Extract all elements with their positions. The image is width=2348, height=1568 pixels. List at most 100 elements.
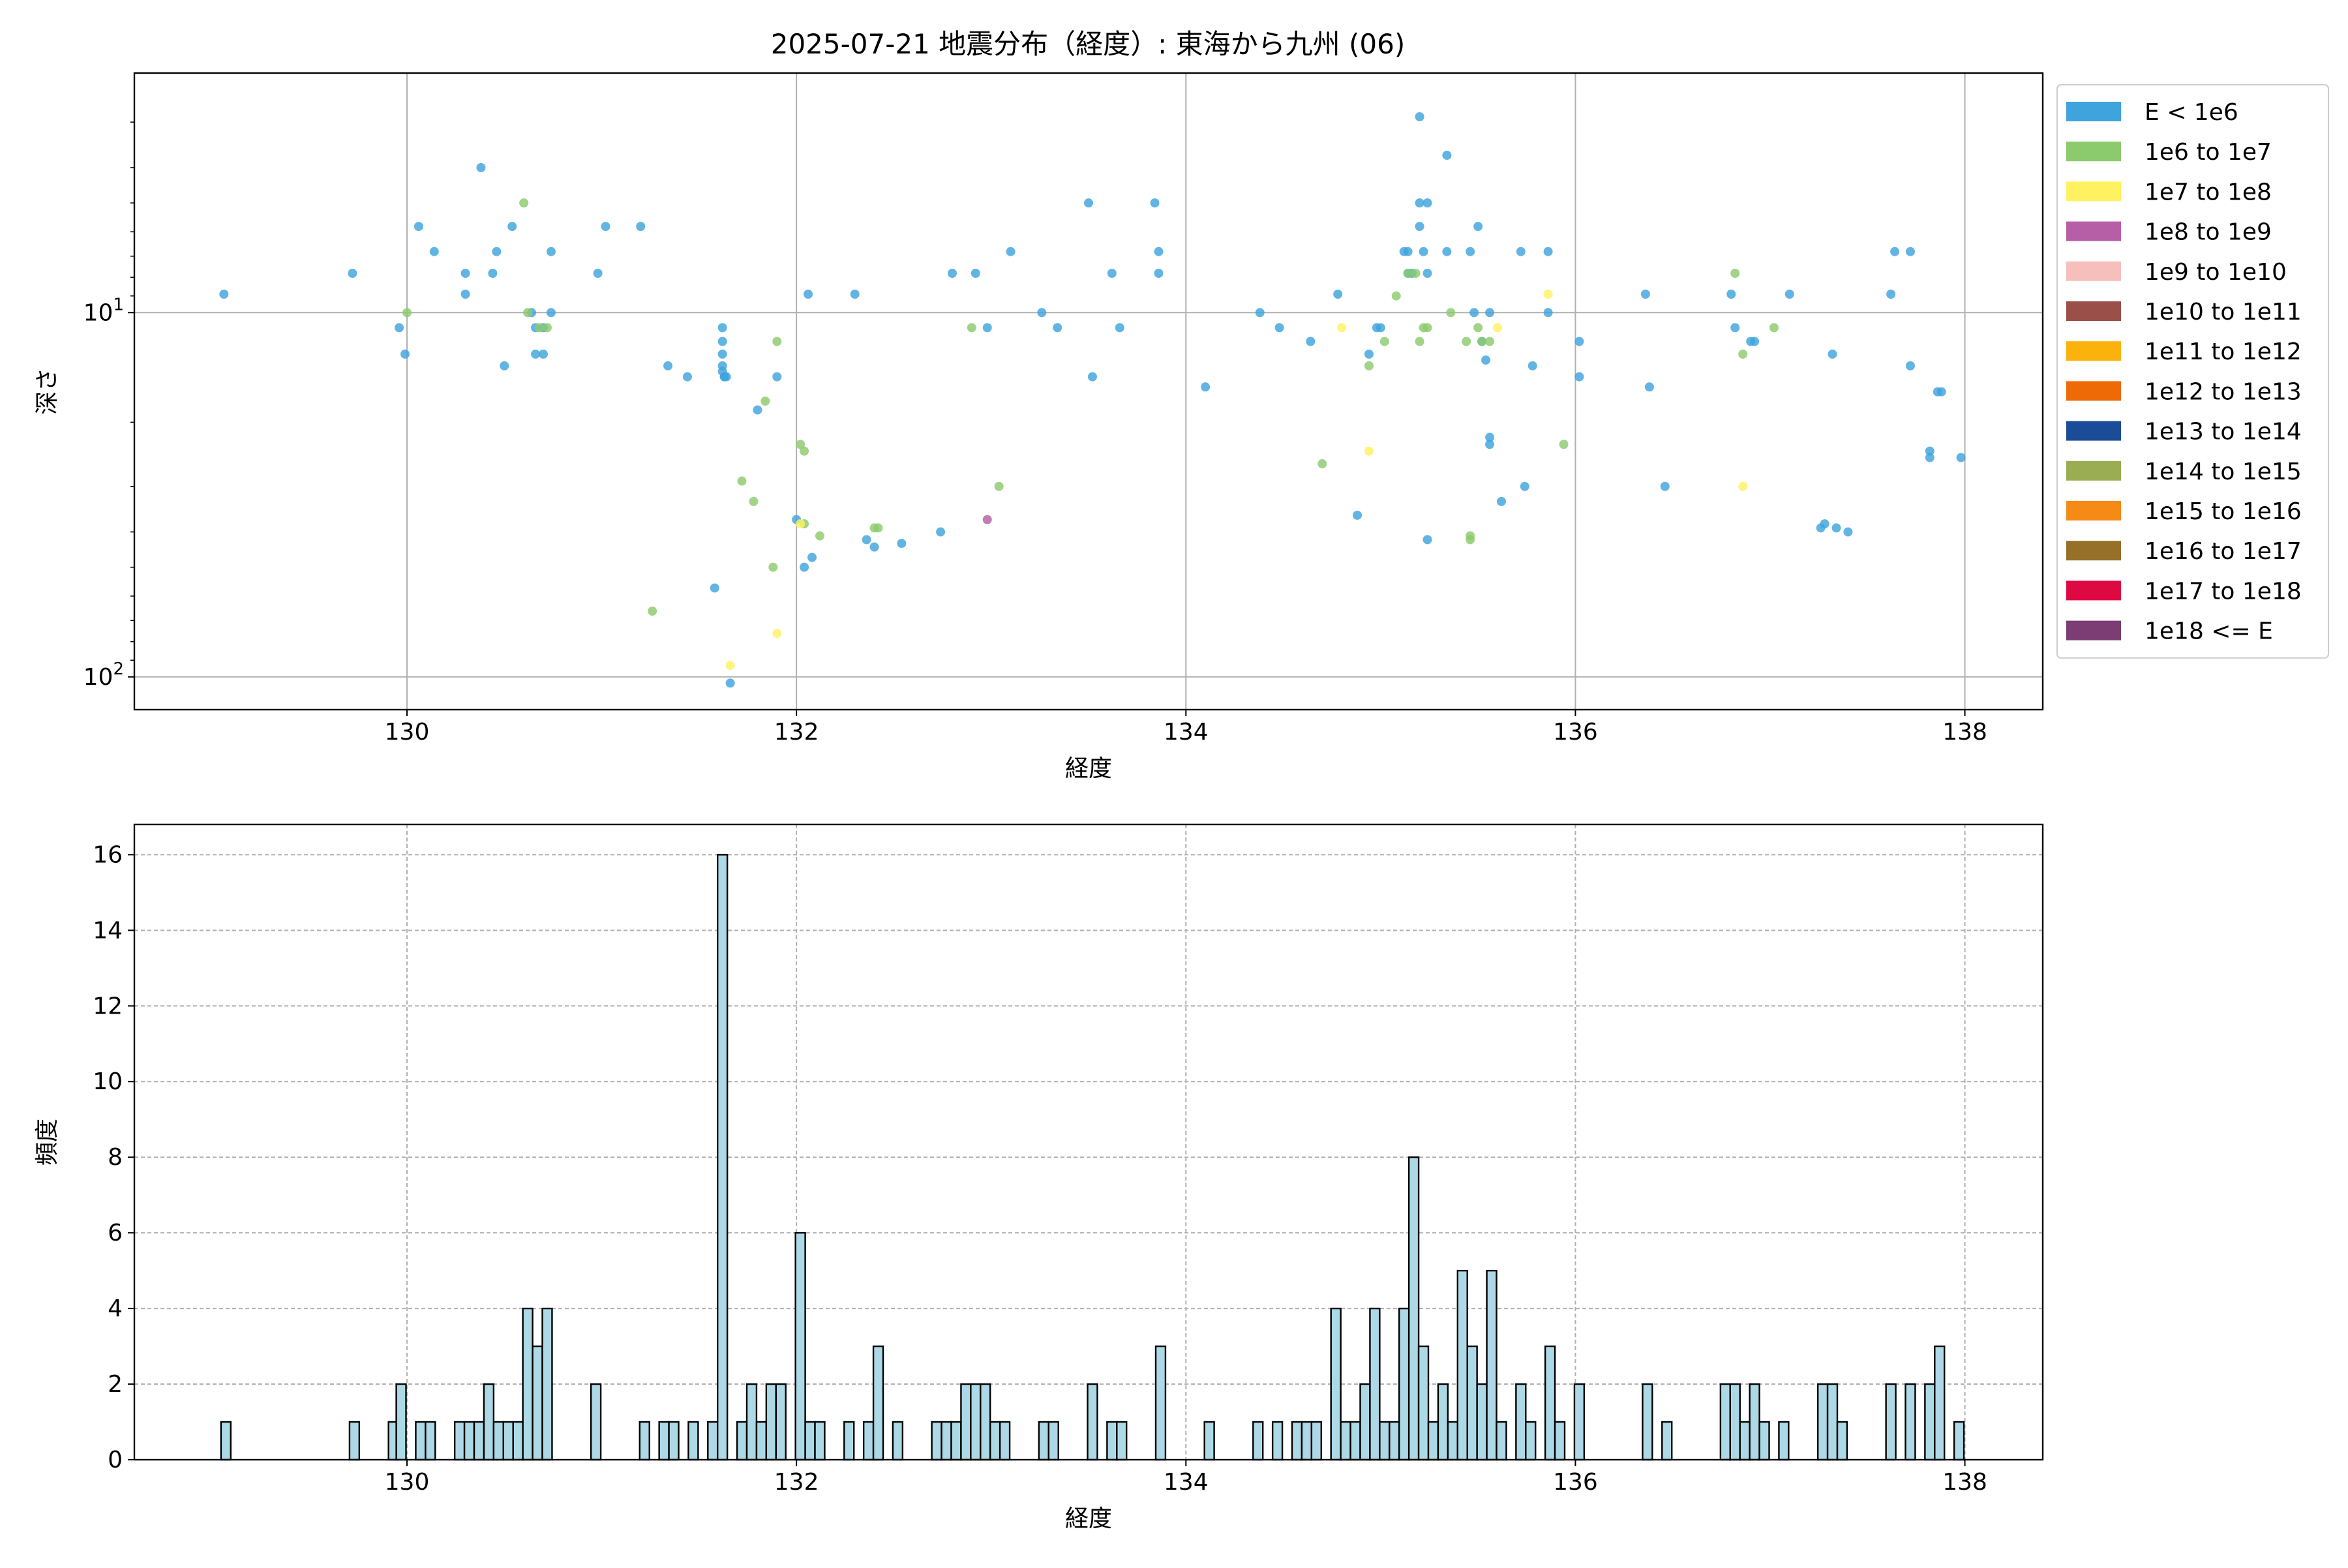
scatter-point [1574, 372, 1584, 382]
histogram-bars [220, 854, 1965, 1461]
scatter-point [753, 405, 762, 415]
scatter-grid [134, 73, 2043, 710]
scatter-point [648, 606, 657, 616]
scatter-point [1154, 247, 1164, 256]
histogram-bar [687, 1421, 699, 1461]
legend-label: 1e12 to 1e13 [2145, 378, 2302, 405]
histogram-bar [1778, 1421, 1790, 1461]
histogram-bar [1816, 1383, 1829, 1461]
scatter-point [815, 531, 824, 541]
histogram-bar [755, 1421, 768, 1461]
legend-swatch [2066, 341, 2121, 361]
histogram-y-tick-label: 10 [93, 1068, 123, 1095]
scatter-point [429, 247, 439, 256]
scatter-point [1925, 446, 1934, 456]
legend-label: E < 1e6 [2145, 99, 2238, 126]
scatter-point [1087, 372, 1097, 382]
histogram-bar [522, 1307, 534, 1461]
scatter-point [1469, 308, 1479, 318]
histogram-bar [1661, 1421, 1673, 1461]
histogram-bar [1739, 1421, 1751, 1461]
scatter-point [1574, 337, 1584, 346]
scatter-point [636, 222, 646, 232]
histogram-bar [1369, 1307, 1381, 1461]
scatter-point [796, 440, 805, 449]
histogram-bar [1379, 1421, 1391, 1461]
histogram-bar [765, 1383, 777, 1461]
scatter-point [1415, 222, 1424, 232]
scatter-point [967, 323, 976, 333]
histogram-bar [639, 1421, 650, 1461]
histogram-bar [1515, 1383, 1527, 1461]
histogram-bar [931, 1421, 942, 1461]
histogram-bar [1291, 1421, 1303, 1461]
scatter-point [725, 678, 735, 688]
histogram-y-tick-label: 8 [108, 1144, 123, 1171]
scatter-point [1364, 349, 1374, 359]
scatter-point [1528, 361, 1537, 370]
histogram-bar [1447, 1421, 1458, 1461]
scatter-point [1485, 308, 1495, 318]
scatter-point [1364, 361, 1374, 370]
scatter-point [1730, 269, 1740, 279]
histogram-bar [1349, 1421, 1361, 1461]
legend-swatch [2066, 142, 2121, 162]
scatter-point [1422, 323, 1432, 333]
histogram-bar [1826, 1383, 1839, 1461]
histogram-bar [463, 1421, 475, 1461]
legend-swatch [2066, 181, 2121, 202]
scatter-point [737, 476, 747, 486]
scatter-point [460, 269, 470, 279]
histogram-bar [707, 1421, 719, 1461]
histogram-bar [775, 1383, 787, 1461]
histogram-bar [492, 1421, 504, 1461]
scatter-point [1422, 535, 1432, 545]
scatter-point [542, 323, 552, 333]
scatter-point [519, 198, 529, 208]
scatter-point [1485, 337, 1495, 346]
scatter-point [1006, 247, 1016, 256]
histogram-bar [1486, 1269, 1498, 1461]
scatter-point [1337, 323, 1347, 333]
histogram-frame [133, 823, 2044, 1461]
scatter-point [1520, 481, 1529, 491]
histogram-bar [415, 1421, 427, 1461]
scatter-point [1415, 112, 1424, 122]
histogram-bar [1417, 1345, 1430, 1461]
scatter-point [1411, 269, 1421, 279]
histogram-bar [1340, 1421, 1351, 1461]
scatter-point [348, 269, 357, 279]
histogram-bar [804, 1421, 816, 1461]
histogram-bar [950, 1421, 962, 1461]
scatter-point [1037, 308, 1047, 318]
scatter-point [897, 539, 907, 549]
scatter-point [994, 481, 1004, 491]
scatter-point [1466, 247, 1475, 256]
legend-label: 1e9 to 1e10 [2145, 259, 2287, 286]
scatter-point [1640, 290, 1650, 299]
legend-label: 1e8 to 1e9 [2145, 219, 2272, 246]
histogram-bar [980, 1383, 991, 1461]
histogram-bar [541, 1307, 553, 1461]
legend-swatch [2066, 580, 2121, 601]
histogram-bar [512, 1421, 524, 1461]
scatter-point [768, 562, 778, 572]
scatter-point [862, 535, 871, 545]
histogram-bar [1252, 1421, 1264, 1461]
scatter-point [869, 542, 879, 552]
histogram-bar [395, 1383, 407, 1461]
histogram-bar [941, 1421, 952, 1461]
scatter-x-tick-label: 138 [1942, 719, 1987, 746]
scatter-point [1843, 527, 1853, 537]
histogram-y-tick-label: 16 [93, 841, 123, 868]
histogram-bar [1934, 1345, 1946, 1461]
histogram-bar [1758, 1421, 1770, 1461]
histogram-bar [1573, 1383, 1586, 1461]
scatter-point [1738, 481, 1748, 491]
legend-swatch [2066, 102, 2121, 121]
scatter-point [1543, 290, 1553, 299]
legend-label: 1e13 to 1e14 [2145, 419, 2302, 445]
histogram-bar [1456, 1269, 1468, 1461]
histogram-bar [1330, 1307, 1342, 1461]
scatter-point [1391, 291, 1401, 301]
